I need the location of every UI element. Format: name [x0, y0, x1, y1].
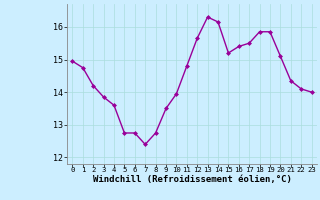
X-axis label: Windchill (Refroidissement éolien,°C): Windchill (Refroidissement éolien,°C) — [92, 175, 292, 184]
